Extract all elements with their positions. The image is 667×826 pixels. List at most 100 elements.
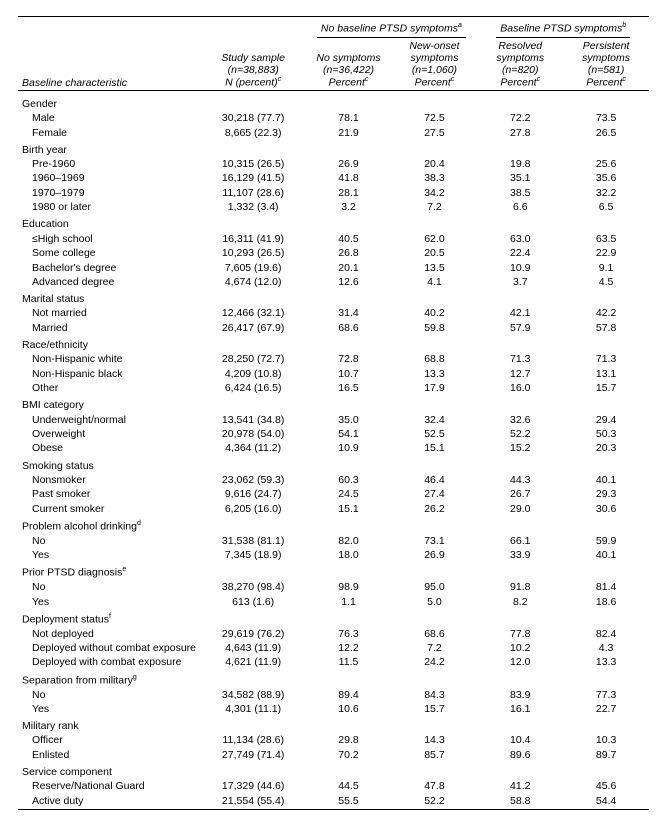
cell-value: 40.5	[306, 232, 392, 246]
row-label: Reserve/National Guard	[18, 779, 201, 793]
row-label: Other	[18, 381, 201, 395]
cell-value: 9.1	[563, 260, 649, 274]
row-label: Past smoker	[18, 487, 201, 501]
cell-value: 20.4	[392, 157, 478, 171]
table-row: Non-Hispanic black4,209 (10.8)10.713.312…	[18, 367, 649, 381]
cell-value: 57.8	[563, 321, 649, 335]
cell-value: 47.8	[392, 779, 478, 793]
table-row: Deployed with combat exposure4,621 (11.9…	[18, 655, 649, 669]
cell-value: 27.8	[477, 125, 563, 139]
cell-value: 26.9	[392, 548, 478, 562]
cell-value: 52.2	[477, 427, 563, 441]
cell-value: 12.2	[306, 641, 392, 655]
table-row: Underweight/normal13,541 (34.8)35.032.43…	[18, 413, 649, 427]
cell-value: 30,218 (77.7)	[201, 111, 306, 125]
cell-value: 73.1	[392, 534, 478, 548]
table-row: Officer11,134 (28.6)29.814.310.410.3	[18, 733, 649, 747]
cell-value: 11,107 (28.6)	[201, 186, 306, 200]
cell-value: 60.3	[306, 473, 392, 487]
cell-value: 27.5	[392, 125, 478, 139]
cell-value: 32.6	[477, 413, 563, 427]
section-label: Deployment statusf	[18, 609, 649, 627]
cell-value: 73.5	[563, 111, 649, 125]
cell-value: 4,301 (11.1)	[201, 702, 306, 716]
cell-value: 41.2	[477, 779, 563, 793]
cell-value: 12,466 (32.1)	[201, 306, 306, 320]
table-row: Reserve/National Guard17,329 (44.6)44.54…	[18, 779, 649, 793]
cell-value: 4,209 (10.8)	[201, 367, 306, 381]
cell-value: 18.0	[306, 548, 392, 562]
cell-value: 10.6	[306, 702, 392, 716]
row-label: Non-Hispanic black	[18, 367, 201, 381]
cell-value: 85.7	[392, 748, 478, 762]
row-label: Male	[18, 111, 201, 125]
cell-value: 89.7	[563, 748, 649, 762]
cell-value: 4,674 (12.0)	[201, 275, 306, 289]
cell-value: 31.4	[306, 306, 392, 320]
cell-value: 54.1	[306, 427, 392, 441]
table-row: Bachelor's degree7,605 (19.6)20.113.510.…	[18, 260, 649, 274]
row-label: Female	[18, 125, 201, 139]
cell-value: 66.1	[477, 534, 563, 548]
row-label: Not deployed	[18, 627, 201, 641]
cell-value: 10,315 (26.5)	[201, 157, 306, 171]
cell-value: 15.2	[477, 441, 563, 455]
section-label: Problem alcohol drinkingd	[18, 516, 649, 534]
cell-value: 89.4	[306, 687, 392, 701]
cell-value: 19.8	[477, 157, 563, 171]
cell-value: 4.1	[392, 275, 478, 289]
group-baseline: Baseline PTSD symptoms	[500, 23, 622, 35]
cell-value: 6,205 (16.0)	[201, 502, 306, 516]
table-row: Advanced degree4,674 (12.0)12.64.13.74.5	[18, 275, 649, 289]
cell-value: 15.7	[392, 702, 478, 716]
cell-value: 50.3	[563, 427, 649, 441]
cell-value: 12.7	[477, 367, 563, 381]
cell-value: 24.2	[392, 655, 478, 669]
cell-value: 16.0	[477, 381, 563, 395]
cell-value: 1,332 (3.4)	[201, 200, 306, 214]
cell-value: 13.1	[563, 367, 649, 381]
cell-value: 4,643 (11.9)	[201, 641, 306, 655]
cell-value: 26.8	[306, 246, 392, 260]
section-label: Gender	[18, 94, 649, 111]
cell-value: 1.1	[306, 594, 392, 608]
cell-value: 91.8	[477, 580, 563, 594]
cell-value: 13.3	[563, 655, 649, 669]
baseline-char-header: Baseline characteristic	[22, 77, 127, 89]
cell-value: 10.3	[563, 733, 649, 747]
cell-value: 27,749 (71.4)	[201, 748, 306, 762]
table-row: Yes7,345 (18.9)18.026.933.940.1	[18, 548, 649, 562]
cell-value: 24.5	[306, 487, 392, 501]
cell-value: 10.9	[306, 441, 392, 455]
section-label: BMI category	[18, 395, 649, 412]
cell-value: 13.3	[392, 367, 478, 381]
cell-value: 18.6	[563, 594, 649, 608]
row-label: No	[18, 687, 201, 701]
row-label: 1980 or later	[18, 200, 201, 214]
cell-value: 70.2	[306, 748, 392, 762]
cell-value: 11.5	[306, 655, 392, 669]
table-row: Current smoker6,205 (16.0)15.126.229.030…	[18, 502, 649, 516]
row-label: No	[18, 580, 201, 594]
cell-value: 7.2	[392, 641, 478, 655]
cell-value: 63.0	[477, 232, 563, 246]
cell-value: 29.0	[477, 502, 563, 516]
cell-value: 34,582 (88.9)	[201, 687, 306, 701]
section-label: Birth year	[18, 140, 649, 157]
row-label: No	[18, 534, 201, 548]
cell-value: 59.8	[392, 321, 478, 335]
cell-value: 5.0	[392, 594, 478, 608]
cell-value: 7.2	[392, 200, 478, 214]
table-row: Past smoker9,616 (24.7)24.527.426.729.3	[18, 487, 649, 501]
cell-value: 27.4	[392, 487, 478, 501]
cell-value: 62.0	[392, 232, 478, 246]
cell-value: 63.5	[563, 232, 649, 246]
row-label: Pre-1960	[18, 157, 201, 171]
section-label: Smoking status	[18, 456, 649, 473]
table-row: Deployed without combat exposure4,643 (1…	[18, 641, 649, 655]
section-label: Education	[18, 214, 649, 231]
cell-value: 34.2	[392, 186, 478, 200]
table-row: 1970–197911,107 (28.6)28.134.238.532.2	[18, 186, 649, 200]
row-label: Some college	[18, 246, 201, 260]
table-row: Married26,417 (67.9)68.659.857.957.8	[18, 321, 649, 335]
